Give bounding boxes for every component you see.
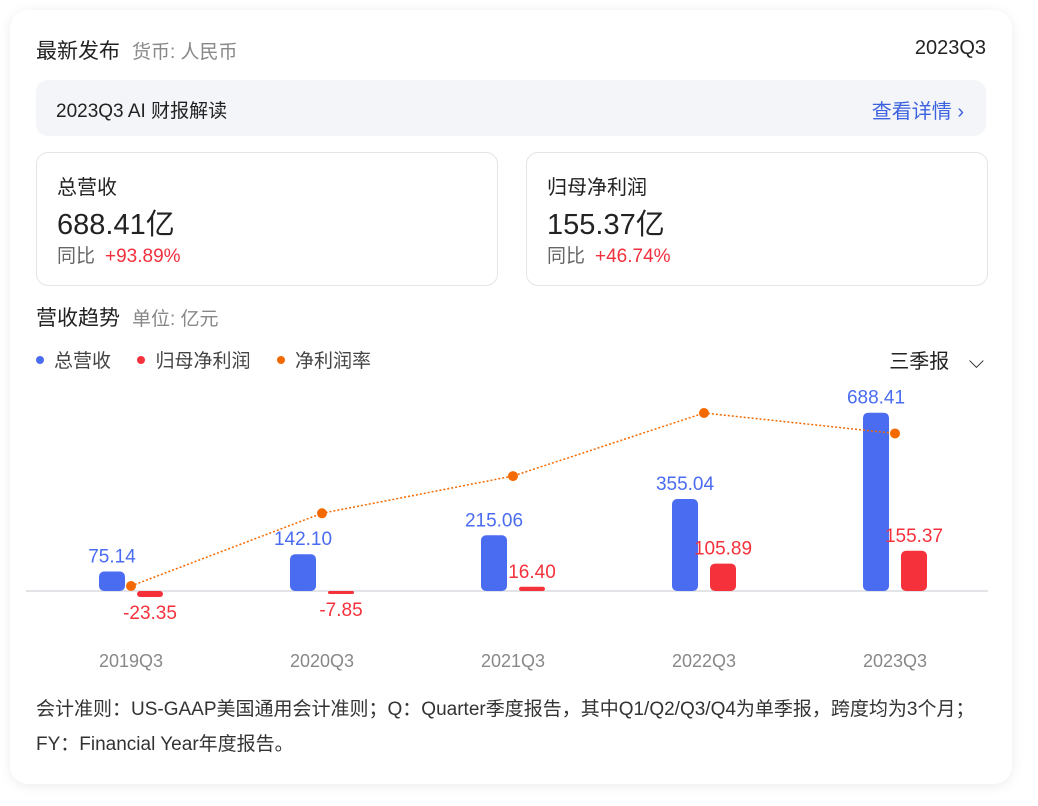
data-label: -7.85 <box>319 600 362 621</box>
legend-net-margin[interactable]: 净利润率 <box>276 346 371 373</box>
unit-label: 单位: 亿元 <box>132 309 219 330</box>
currency-label: 货币: 人民币 <box>132 42 238 63</box>
kpi-label: 归母净利润 <box>547 177 647 199</box>
data-label: -23.35 <box>123 603 177 624</box>
data-label: 142.10 <box>274 529 332 550</box>
net-margin-point <box>317 508 327 519</box>
ai-report-banner[interactable]: 2023Q3 AI 财报解读 查看详情 › <box>36 80 986 136</box>
x-tick-label: 2021Q3 <box>481 651 545 671</box>
section-title: 最新发布 <box>36 40 120 63</box>
kpi-net-profit[interactable]: 归母净利润 155.37亿 同比 +46.74% <box>526 152 988 286</box>
data-label: 688.41 <box>847 388 905 409</box>
kpi-yoy: 同比 +93.89% <box>57 246 181 267</box>
bar-revenue <box>481 535 507 591</box>
period-label: 2023Q3 <box>914 37 986 59</box>
bar-revenue <box>99 571 125 591</box>
view-details-text: 查看详情 <box>871 101 952 123</box>
bar-revenue <box>290 554 316 591</box>
legend: 总营收 归母净利润 净利润率 <box>36 346 393 373</box>
bar-net-profit <box>519 586 545 591</box>
legend-revenue[interactable]: 总营收 <box>36 346 111 373</box>
header: 最新发布 货币: 人民币 <box>36 35 238 65</box>
bar-net-profit <box>328 591 354 594</box>
chevron-right-icon: › <box>957 101 964 123</box>
kpi-value: 155.37亿 <box>547 209 665 241</box>
x-tick-label: 2022Q3 <box>672 651 736 671</box>
trend-header: 营收趋势 单位: 亿元 <box>36 302 219 332</box>
data-label: 16.40 <box>508 562 556 583</box>
chart: 75.14 -23.35 2019Q3 142.10 -7.85 2020Q3 215.06… <box>26 388 988 671</box>
x-tick-label: 2019Q3 <box>99 651 163 671</box>
trend-title: 营收趋势 <box>36 307 120 330</box>
data-label: 105.89 <box>694 539 752 560</box>
kpi-label: 总营收 <box>57 177 117 199</box>
bar-net-profit <box>710 563 736 591</box>
net-margin-point <box>699 408 709 418</box>
period-select-value: 三季报 <box>889 351 950 373</box>
data-label: 355.04 <box>656 474 715 495</box>
data-label: 215.06 <box>465 510 523 531</box>
chevron-down-icon: ⌵ <box>968 351 984 373</box>
kpi-value: 688.41亿 <box>57 209 175 241</box>
bar-net-profit <box>137 591 163 598</box>
x-tick-label: 2023Q3 <box>863 651 927 671</box>
ai-report-title: 2023Q3 AI 财报解读 <box>56 101 228 122</box>
data-label: 155.37 <box>885 526 943 547</box>
bar-net-profit <box>901 550 927 591</box>
net-margin-point <box>890 428 900 439</box>
footnote: 会计准则：US-GAAP美国通用会计准则；Q：Quarter季度报告，其中Q1/… <box>36 699 975 755</box>
data-label: 75.14 <box>88 547 136 568</box>
kpi-yoy: 同比 +46.74% <box>547 246 671 267</box>
period-select[interactable]: 三季报 ⌵ <box>889 345 984 374</box>
bar-revenue <box>863 412 889 591</box>
kpi-revenue[interactable]: 总营收 688.41亿 同比 +93.89% <box>36 152 498 286</box>
x-tick-label: 2020Q3 <box>290 651 354 671</box>
net-margin-line <box>130 412 896 587</box>
view-details-link[interactable]: 查看详情 › <box>872 95 964 124</box>
net-margin-point <box>508 471 518 482</box>
legend-net-profit[interactable]: 归母净利润 <box>137 346 250 373</box>
financial-card: 最新发布 货币: 人民币 2023Q3 2023Q3 AI 财报解读 查看详情 ›… <box>10 10 1012 784</box>
net-margin-point <box>126 581 136 591</box>
bar-revenue <box>672 499 698 591</box>
